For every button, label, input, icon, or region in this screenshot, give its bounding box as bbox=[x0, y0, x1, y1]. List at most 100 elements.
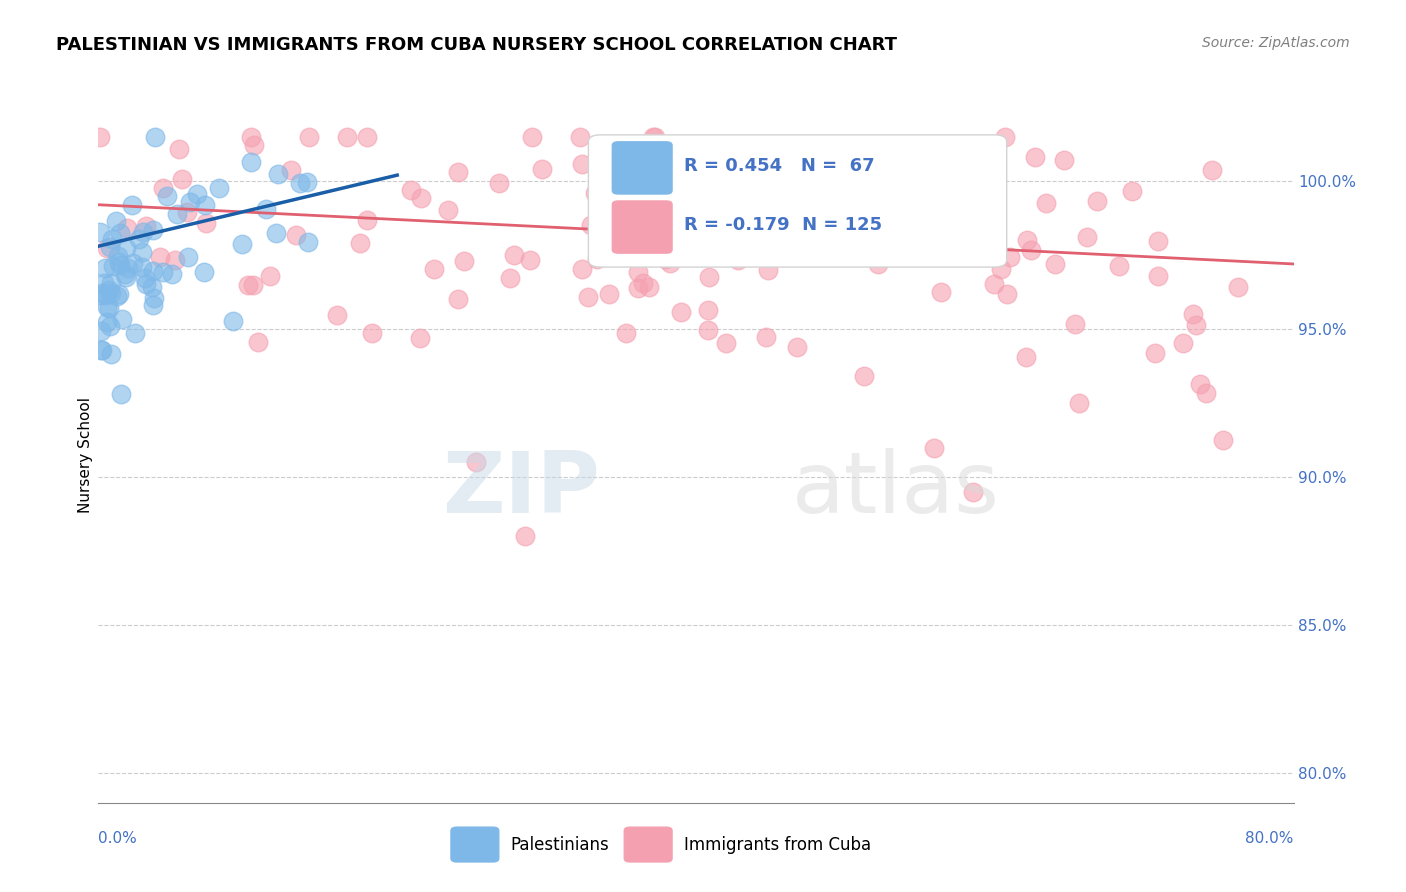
Point bbox=[297, 235, 319, 249]
Point bbox=[167, 143, 190, 157]
Text: ZIP: ZIP bbox=[443, 448, 600, 532]
Point bbox=[194, 198, 217, 212]
Point bbox=[503, 248, 526, 262]
Point bbox=[598, 286, 620, 301]
Point bbox=[267, 167, 290, 181]
Point bbox=[160, 267, 183, 281]
Point bbox=[117, 220, 139, 235]
Point bbox=[152, 265, 174, 279]
Point bbox=[142, 264, 165, 278]
Point bbox=[264, 226, 287, 240]
Point bbox=[110, 386, 132, 401]
Text: Immigrants from Cuba: Immigrants from Cuba bbox=[685, 836, 872, 854]
Point bbox=[1045, 257, 1067, 271]
Point bbox=[855, 139, 877, 153]
Point bbox=[89, 225, 111, 239]
Point bbox=[108, 287, 131, 301]
Point bbox=[156, 189, 179, 203]
Point bbox=[998, 250, 1021, 264]
Point bbox=[108, 226, 131, 240]
Point bbox=[254, 202, 277, 216]
Point bbox=[488, 176, 510, 190]
Point bbox=[644, 129, 666, 144]
Point bbox=[1185, 318, 1208, 333]
Point bbox=[447, 165, 470, 179]
Point bbox=[579, 218, 602, 232]
Text: R = 0.454   N =  67: R = 0.454 N = 67 bbox=[685, 157, 875, 175]
Point bbox=[576, 289, 599, 303]
Point bbox=[142, 222, 165, 236]
FancyBboxPatch shape bbox=[613, 201, 672, 253]
Point bbox=[326, 308, 349, 322]
Point bbox=[1108, 259, 1130, 273]
Point bbox=[898, 236, 921, 251]
Point bbox=[91, 285, 114, 300]
Point bbox=[152, 180, 174, 194]
Point bbox=[995, 287, 1018, 301]
Point bbox=[637, 280, 659, 294]
Point bbox=[787, 169, 810, 184]
Point bbox=[100, 347, 122, 361]
Point bbox=[624, 211, 647, 225]
Point bbox=[108, 254, 131, 268]
Point bbox=[101, 259, 124, 273]
Point bbox=[1015, 350, 1038, 364]
Point bbox=[827, 168, 849, 182]
Point bbox=[1146, 234, 1168, 248]
Point bbox=[1201, 163, 1223, 178]
Point bbox=[93, 261, 115, 276]
Point bbox=[115, 241, 138, 255]
Point bbox=[437, 203, 460, 218]
Point bbox=[194, 216, 217, 230]
Point bbox=[222, 314, 245, 328]
Point bbox=[97, 301, 120, 316]
Point bbox=[696, 323, 718, 337]
Point bbox=[231, 237, 253, 252]
Point bbox=[519, 252, 541, 267]
Point bbox=[465, 455, 488, 469]
Text: 80.0%: 80.0% bbox=[1246, 830, 1294, 846]
Point bbox=[755, 330, 778, 344]
Point bbox=[756, 263, 779, 277]
Point bbox=[131, 260, 153, 274]
FancyBboxPatch shape bbox=[589, 135, 1007, 267]
Point bbox=[873, 250, 896, 264]
Point bbox=[121, 198, 143, 212]
Text: R = -0.179  N = 125: R = -0.179 N = 125 bbox=[685, 217, 882, 235]
Point bbox=[583, 186, 606, 200]
Point bbox=[131, 244, 153, 259]
Point bbox=[883, 193, 905, 207]
Point bbox=[627, 265, 650, 279]
Point bbox=[242, 137, 264, 152]
Point bbox=[91, 343, 114, 358]
Point bbox=[176, 250, 198, 264]
Point bbox=[186, 187, 208, 202]
Point bbox=[96, 288, 118, 302]
Point bbox=[143, 291, 166, 305]
Text: Palestinians: Palestinians bbox=[510, 836, 609, 854]
Point bbox=[983, 277, 1005, 292]
Point bbox=[1015, 233, 1038, 247]
Point bbox=[336, 129, 359, 144]
Point bbox=[925, 244, 948, 259]
Point bbox=[855, 240, 877, 254]
Point bbox=[259, 269, 281, 284]
Point bbox=[89, 288, 111, 302]
Point bbox=[90, 324, 112, 338]
Point bbox=[1024, 150, 1046, 164]
FancyBboxPatch shape bbox=[624, 827, 672, 862]
Point bbox=[950, 205, 973, 219]
Point bbox=[93, 277, 115, 291]
Point bbox=[90, 343, 112, 357]
Point bbox=[931, 285, 953, 299]
Point bbox=[973, 217, 995, 231]
Point bbox=[114, 269, 136, 284]
Point bbox=[796, 197, 818, 211]
Point bbox=[207, 181, 229, 195]
Point bbox=[97, 283, 120, 297]
Point bbox=[149, 250, 172, 264]
Point bbox=[1076, 229, 1098, 244]
Text: atlas: atlas bbox=[792, 448, 1000, 532]
Y-axis label: Nursery School: Nursery School bbox=[77, 397, 93, 513]
Point bbox=[922, 441, 945, 455]
